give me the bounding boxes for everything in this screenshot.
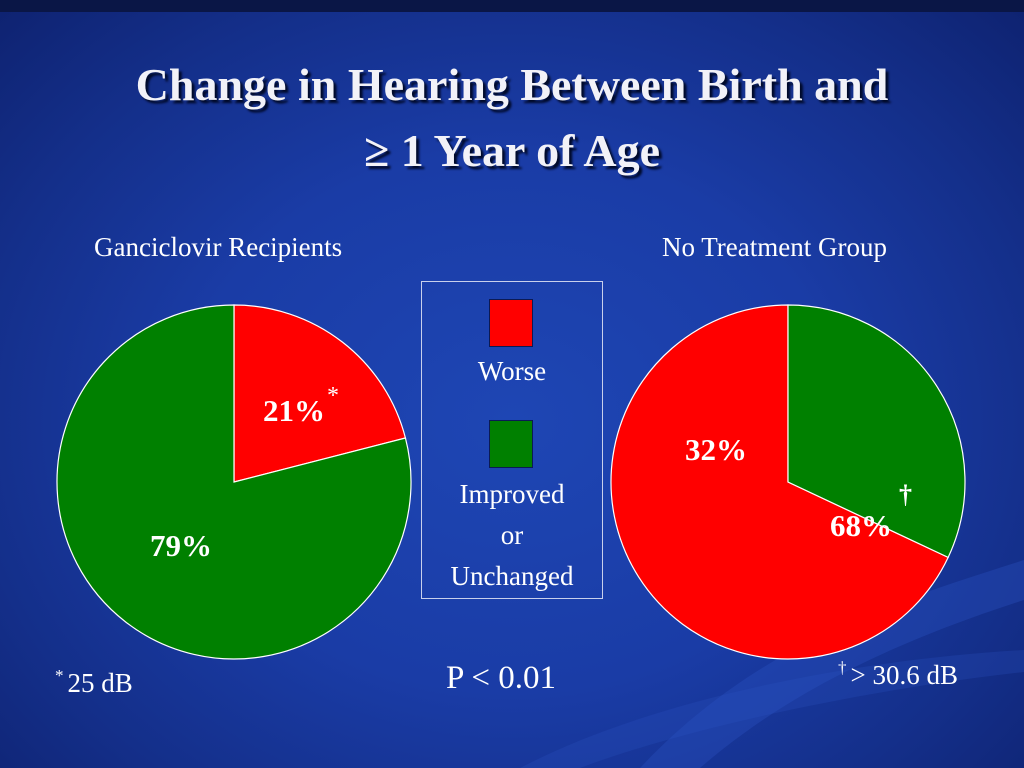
- legend-improved-line-2: or: [500, 520, 524, 550]
- footnote-right-text: > 30.6 dB: [850, 660, 959, 690]
- dagger-marker: †: [899, 480, 912, 509]
- footnote-right-marker: †: [838, 658, 847, 677]
- right-pie-slice-improved: [787, 304, 966, 559]
- legend-improved-swatch: [489, 420, 533, 468]
- footnote-left-text: 25 dB: [67, 668, 133, 698]
- right-pie-chart: [610, 304, 966, 660]
- legend-improved-line-1: Improved: [459, 479, 565, 509]
- left-worse-percent: 21%*: [263, 383, 339, 429]
- legend-improved-label: Improved or Unchanged: [422, 474, 602, 597]
- right-pie-slice-worse: [610, 304, 949, 660]
- asterisk-marker: *: [327, 383, 339, 409]
- right-worse-percent: 68%: [830, 508, 892, 543]
- footnote-left: * 25 dB: [55, 666, 133, 699]
- left-pie-chart: [56, 304, 412, 660]
- title-line-1: Change in Hearing Between Birth and: [135, 59, 889, 110]
- left-chart-title: Ganciclovir Recipients: [94, 232, 343, 262]
- title-line-2: ≥ 1 Year of Age: [363, 125, 661, 176]
- p-value: P < 0.01: [446, 660, 556, 696]
- legend-worse-swatch: [489, 299, 533, 347]
- left-worse-value: 21%: [263, 393, 325, 428]
- legend-box: Worse Improved or Unchanged: [421, 281, 603, 599]
- left-improved-percent: 79%: [150, 528, 212, 563]
- legend-improved-line-3: Unchanged: [450, 561, 574, 591]
- footnote-right: † > 30.6 dB: [838, 658, 959, 691]
- footnote-left-marker: *: [55, 666, 64, 685]
- left-pie-slice-worse: [233, 304, 407, 483]
- slide-title: Change in Hearing Between Birth and ≥ 1 …: [0, 52, 1024, 184]
- right-improved-percent: 32%: [685, 432, 747, 467]
- left-pie-slice-improved: [56, 304, 412, 660]
- slide-top-bar: [0, 0, 1024, 12]
- legend-worse-label: Worse: [477, 356, 547, 386]
- right-chart-title: No Treatment Group: [662, 232, 887, 262]
